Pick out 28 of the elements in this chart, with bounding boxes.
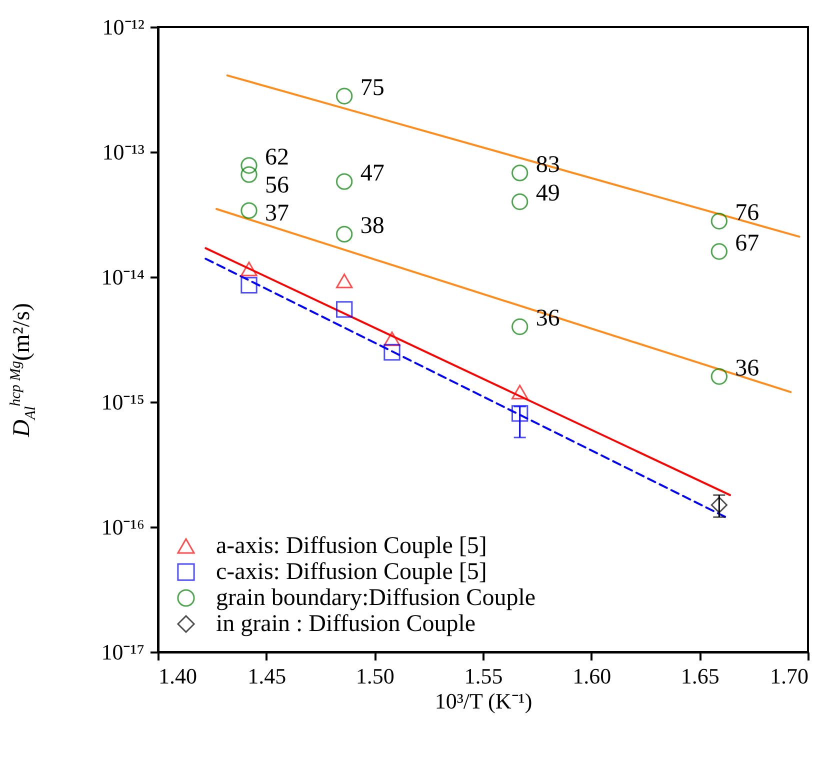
legend-label: in grain : Diffusion Couple xyxy=(216,611,476,637)
x-axis-title: 10³/T (K⁻¹) xyxy=(434,688,532,714)
y-tick-label: 10⁻¹⁴ xyxy=(101,264,145,290)
x-tick-label: 1.55 xyxy=(464,664,503,688)
y-tick-label: 10⁻¹⁷ xyxy=(101,640,144,664)
legend-label: grain boundary:Diffusion Couple xyxy=(216,585,536,611)
annotation: 56 xyxy=(265,172,289,198)
annotation: 67 xyxy=(735,230,760,256)
y-tick-label: 10⁻¹⁵ xyxy=(101,390,144,414)
annotation: 47 xyxy=(360,160,384,187)
y-tick-label: 10⁻¹² xyxy=(102,14,145,40)
annotation: 49 xyxy=(536,180,560,207)
annotation: 75 xyxy=(360,75,384,102)
y-tick-label: 10⁻¹⁶ xyxy=(101,514,144,540)
x-tick-label: 1.45 xyxy=(248,664,286,688)
x-tick-label: 1.40 xyxy=(158,664,197,688)
annotation: 76 xyxy=(735,200,760,226)
legend-label: c-axis: Diffusion Couple [5] xyxy=(216,559,487,585)
legend-label: a-axis: Diffusion Couple [5] xyxy=(216,533,487,559)
x-tick-label: 1.60 xyxy=(572,664,612,688)
annotation: 62 xyxy=(265,144,289,170)
x-tick-label: 1.50 xyxy=(356,664,394,688)
x-tick-label: 1.70 xyxy=(770,664,808,688)
annotation: 38 xyxy=(360,213,384,240)
x-tick-label: 1.65 xyxy=(680,664,720,688)
annotation: 36 xyxy=(735,355,760,382)
y-tick-label: 10⁻¹³ xyxy=(102,140,145,164)
annotation: 37 xyxy=(265,200,289,226)
